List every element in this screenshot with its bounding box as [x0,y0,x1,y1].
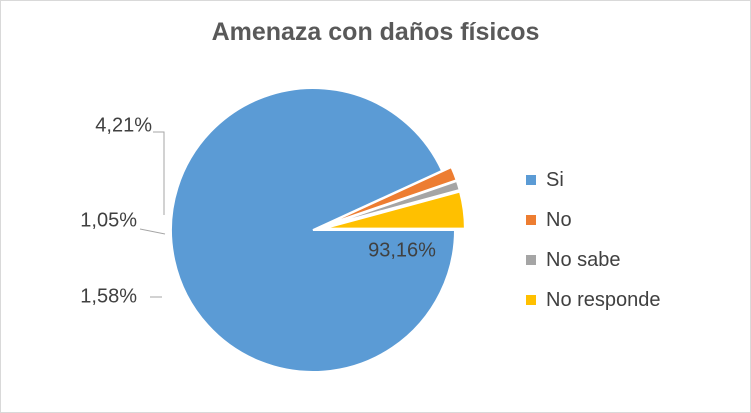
pie-slice-si [170,87,457,373]
leader-line-no-responde [153,131,165,215]
chart-title: Amenaza con daños físicos [211,18,540,46]
data-label-no-responde: 4,21% [95,114,152,136]
legend-item-no-sabe: No sabe [526,240,726,280]
legend-item-no: No [526,200,726,240]
legend-item-si: Si [526,160,726,200]
legend-item-no-responde: No responde [526,280,726,320]
pie-slice-no-sabe [322,179,461,229]
legend: Si No No sabe No responde [526,160,726,320]
leader-line-no-sabe [139,228,166,235]
legend-label-no-sabe: No sabe [546,248,621,271]
legend-swatch-si [526,175,536,185]
data-label-no: 1,58% [80,285,137,307]
data-label-si: 93,16% [368,239,436,261]
data-label-no-sabe: 1,05% [80,209,137,231]
pie-slice-no-responde [322,190,466,230]
legend-swatch-no [526,215,536,225]
legend-label-no-responde: No responde [546,288,661,311]
legend-swatch-no-sabe [526,255,536,265]
legend-swatch-no-responde [526,295,536,305]
legend-label-no: No [546,208,572,231]
legend-label-si: Si [546,168,564,191]
